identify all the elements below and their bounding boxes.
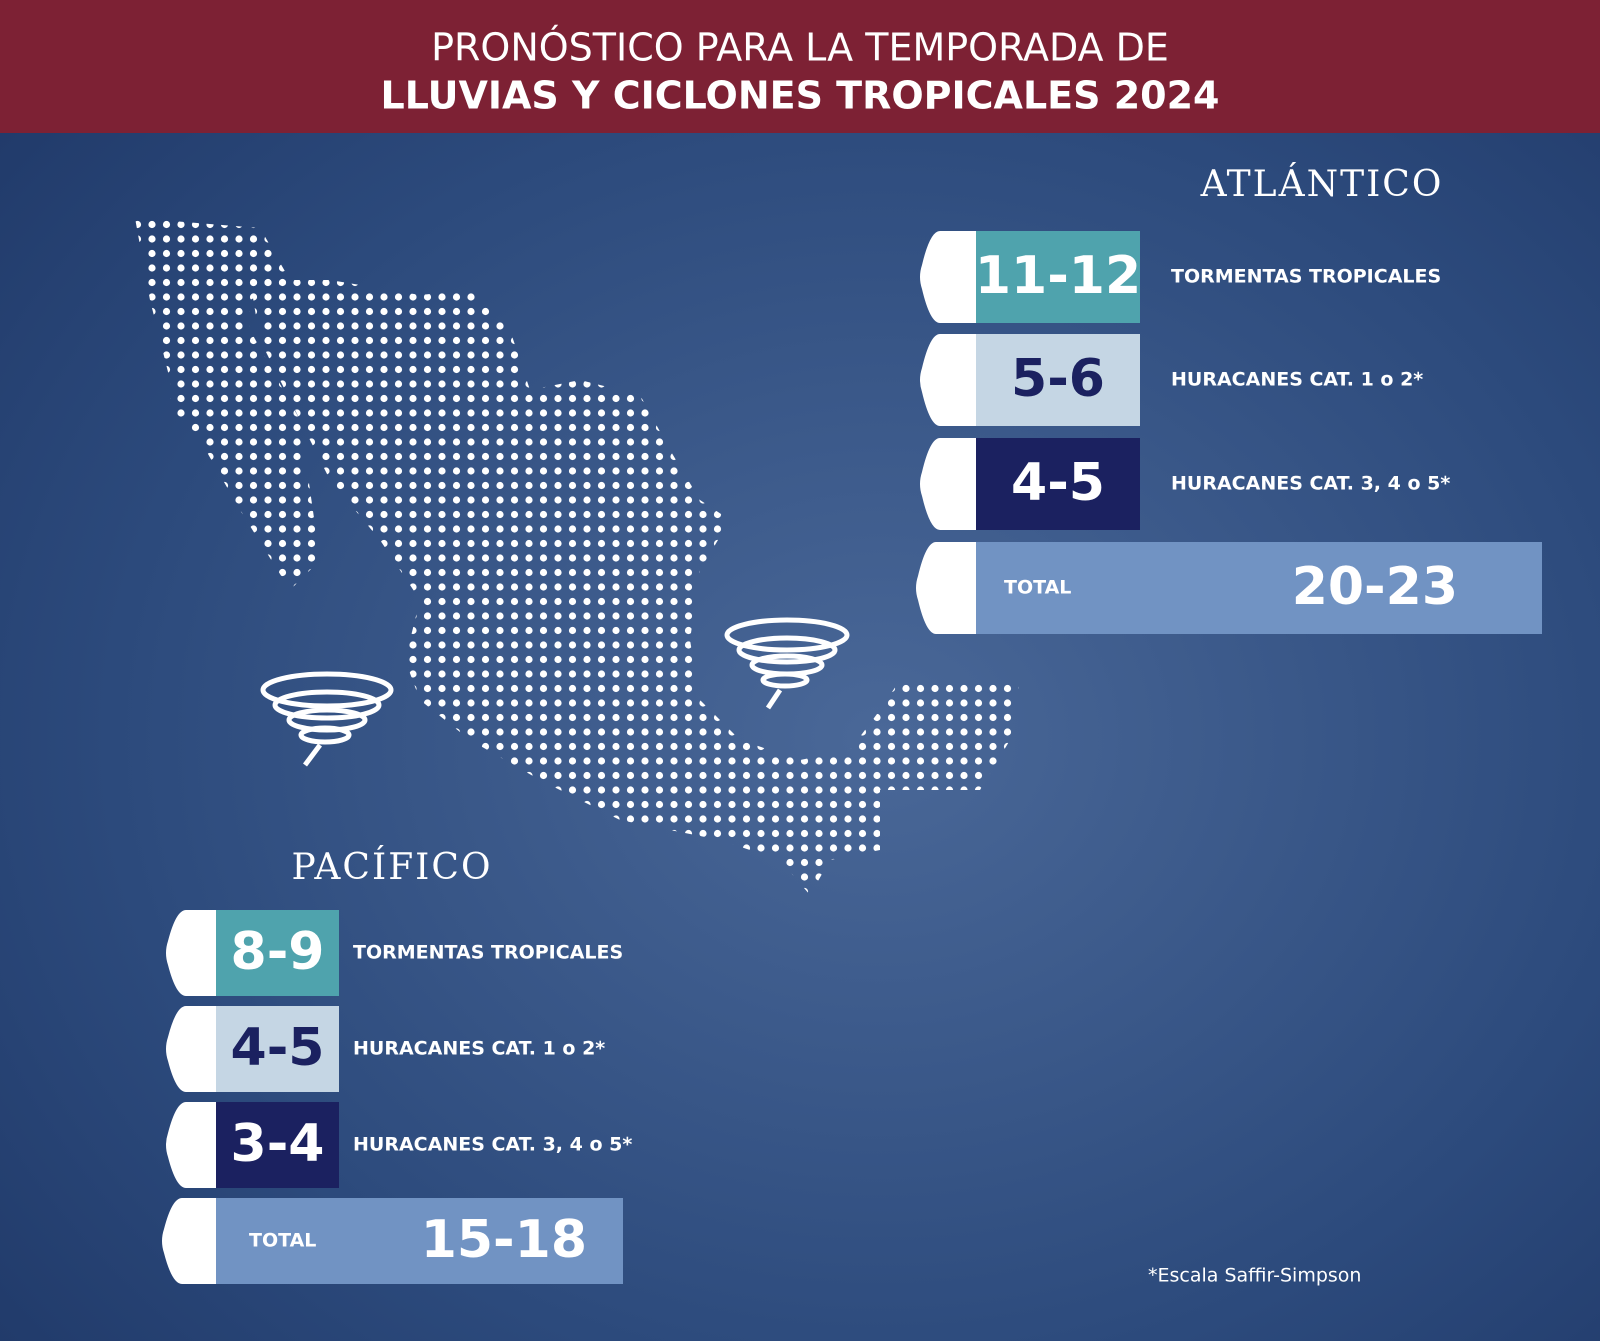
tab (916, 542, 976, 634)
header-line1: PRONÓSTICO PARA LA TEMPORADA DE (431, 26, 1169, 70)
label: TORMENTAS TROPICALES (1171, 266, 1441, 288)
header-line2: LLUVIAS Y CICLONES TROPICALES 2024 (381, 74, 1220, 118)
total-label: TOTAL (249, 1230, 316, 1252)
label: HURACANES CAT. 3, 4 o 5* (353, 1134, 632, 1156)
section-title: ATLÁNTICO (1200, 163, 1444, 205)
section-title: PACÍFICO (292, 846, 493, 888)
total-value: 20-23 (1292, 557, 1458, 617)
value: 3-4 (231, 1114, 325, 1174)
header-bar (0, 0, 1600, 133)
value-box (976, 334, 1140, 426)
label: TORMENTAS TROPICALES (353, 942, 623, 964)
tab (166, 910, 216, 996)
value: 5-6 (1011, 349, 1105, 409)
label: HURACANES CAT. 1 o 2* (353, 1038, 605, 1060)
total-box (216, 1198, 623, 1284)
mexico-map (135, 218, 1020, 895)
value: 4-5 (231, 1018, 325, 1078)
tab (166, 1006, 216, 1092)
value-box (976, 231, 1140, 323)
tab (920, 334, 976, 426)
label: HURACANES CAT. 3, 4 o 5* (1171, 473, 1450, 495)
value-box (976, 438, 1140, 530)
value-box (216, 910, 339, 996)
total-label: TOTAL (1004, 577, 1071, 599)
value: 11-12 (975, 246, 1141, 306)
total-value: 15-18 (421, 1210, 587, 1270)
value-box (216, 1102, 339, 1188)
tab (162, 1198, 216, 1284)
total-box (976, 542, 1542, 634)
tab (166, 1102, 216, 1188)
cyclone-icon (260, 617, 850, 767)
tab (920, 438, 976, 530)
tab (920, 231, 976, 323)
value-box (216, 1006, 339, 1092)
value: 4-5 (1011, 453, 1105, 513)
label: HURACANES CAT. 1 o 2* (1171, 369, 1423, 391)
footnote: *Escala Saffir-Simpson (1148, 1265, 1361, 1287)
value: 8-9 (231, 922, 325, 982)
